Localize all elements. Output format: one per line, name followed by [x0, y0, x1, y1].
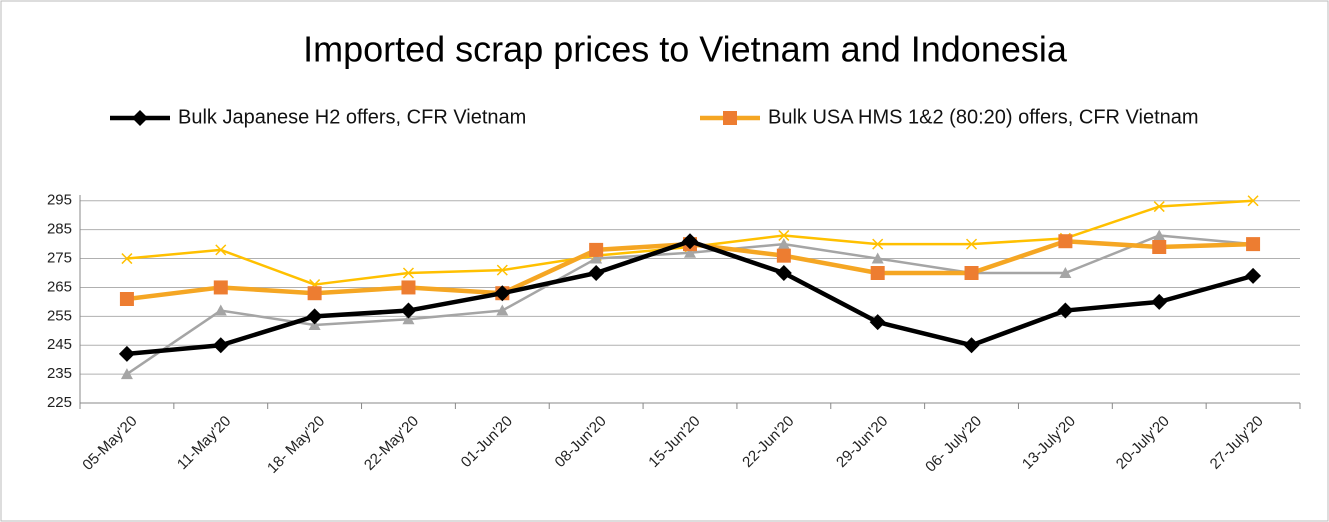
marker	[213, 280, 228, 295]
marker	[1057, 302, 1074, 319]
y-tick-label: 245	[47, 336, 72, 353]
marker	[494, 285, 511, 302]
series	[118, 233, 1262, 362]
marker	[1152, 240, 1167, 254]
marker	[776, 248, 791, 263]
legend-label: Bulk Japanese H2 offers, CFR Vietnam	[178, 106, 526, 128]
y-tick-label: 295	[47, 192, 72, 209]
marker	[212, 337, 229, 354]
marker	[1058, 234, 1073, 249]
marker	[120, 368, 133, 380]
y-tick-label: 275	[47, 250, 72, 267]
marker	[589, 242, 604, 257]
legend-label: Bulk USA HMS 1&2 (80:20) offers, CFR Vie…	[768, 106, 1199, 128]
marker	[1151, 293, 1168, 310]
marker	[871, 252, 884, 264]
marker	[723, 111, 737, 125]
marker	[1153, 201, 1165, 213]
marker	[1245, 267, 1262, 284]
y-tick-label: 285	[47, 221, 72, 238]
marker	[964, 266, 979, 280]
marker	[963, 337, 980, 354]
y-tick-label: 255	[47, 307, 72, 324]
marker	[402, 313, 415, 325]
marker	[869, 314, 886, 331]
marker	[775, 265, 792, 281]
marker	[496, 264, 508, 276]
y-tick-label: 225	[47, 394, 72, 411]
marker	[590, 252, 603, 264]
marker	[496, 304, 509, 316]
marker	[1247, 195, 1259, 207]
marker	[684, 246, 696, 258]
marker	[214, 304, 227, 316]
y-tick-label: 265	[47, 278, 72, 295]
marker	[400, 302, 417, 319]
marker	[132, 110, 148, 126]
marker	[306, 308, 323, 325]
marker	[1246, 237, 1261, 252]
marker	[215, 244, 227, 256]
marker	[778, 229, 790, 241]
marker	[777, 238, 790, 250]
marker	[1059, 267, 1072, 278]
marker	[870, 266, 885, 280]
marker	[121, 253, 133, 265]
marker	[682, 233, 698, 250]
chart-title: Imported scrap prices to Vietnam and Ind…	[303, 29, 1068, 70]
marker	[119, 292, 134, 306]
marker	[1153, 229, 1166, 241]
y-tick-label: 235	[47, 365, 72, 382]
marker	[118, 345, 135, 362]
marker	[307, 286, 322, 301]
marker	[872, 238, 884, 250]
marker	[308, 319, 321, 330]
marker	[966, 238, 978, 250]
marker	[588, 265, 605, 281]
marker	[401, 280, 416, 295]
marker	[402, 267, 414, 279]
